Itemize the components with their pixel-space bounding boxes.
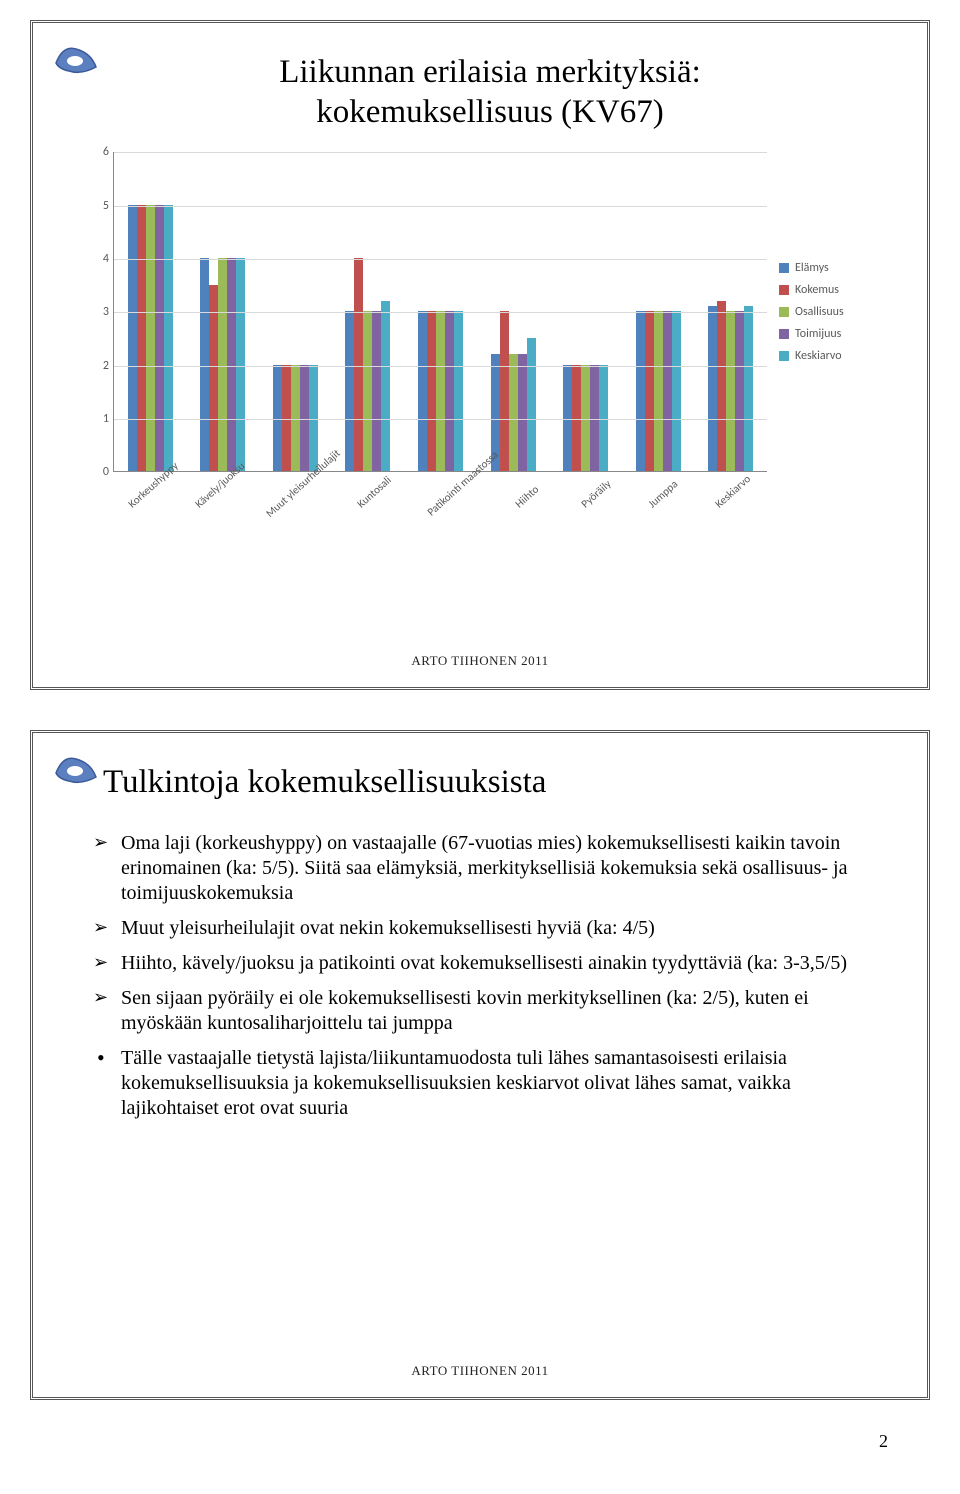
legend: Elämys Kokemus Osallisuus Toimijuus Keskiarv… (767, 152, 887, 472)
x-axis-labels: KorkeushyppyKävely/juoksuMuut yleisurhei… (113, 474, 767, 493)
bar (445, 311, 454, 471)
bar (672, 311, 681, 471)
legend-swatch (779, 307, 789, 317)
legend-item: Osallisuus (779, 305, 887, 319)
legend-label: Osallisuus (795, 305, 844, 319)
bar (354, 258, 363, 471)
y-tick: 4 (103, 252, 109, 266)
bar (164, 205, 173, 472)
bullet-list: Oma laji (korkeushyppy) on vastaajalle (… (93, 831, 887, 1121)
bar (708, 306, 717, 471)
gridline (114, 312, 767, 313)
legend-item: Toimijuus (779, 327, 887, 341)
bar (454, 311, 463, 471)
y-axis: 0123456 (93, 152, 113, 472)
bar (735, 311, 744, 471)
bar (137, 205, 146, 472)
gridline (114, 206, 767, 207)
bar (200, 258, 209, 471)
bar (509, 354, 518, 471)
gridline (114, 259, 767, 260)
legend-label: Toimijuus (795, 327, 841, 341)
bar (518, 354, 527, 471)
y-tick: 1 (103, 412, 109, 426)
legend-swatch (779, 285, 789, 295)
bar (146, 205, 155, 472)
bar (636, 311, 645, 471)
bar (744, 306, 753, 471)
gridline (114, 366, 767, 367)
legend-swatch (779, 329, 789, 339)
bar (418, 311, 427, 471)
bar (645, 311, 654, 471)
title-line-2: kokemuksellisuus (KV67) (316, 94, 663, 130)
bar (363, 311, 372, 471)
bullet-item: Hiihto, kävely/juoksu ja patikointi ovat… (93, 951, 887, 976)
legend-label: Keskiarvo (795, 349, 842, 363)
gridline (114, 152, 767, 153)
legend-swatch (779, 263, 789, 273)
slide-1-footer: ARTO TIIHONEN 2011 (33, 653, 927, 669)
bar (500, 311, 509, 471)
bullet-item: Oma laji (korkeushyppy) on vastaajalle (… (93, 831, 887, 906)
legend-swatch (779, 351, 789, 361)
page-number: 2 (879, 1431, 888, 1452)
bar (345, 311, 354, 471)
bullet-item: Muut yleisurheilulajit ovat nekin kokemu… (93, 916, 887, 941)
bar (726, 311, 735, 471)
y-tick: 3 (103, 305, 109, 319)
bar (155, 205, 164, 472)
bar (654, 311, 663, 471)
legend-label: Kokemus (795, 283, 839, 297)
bar (717, 301, 726, 472)
bar (236, 258, 245, 471)
y-tick: 6 (103, 145, 109, 159)
y-tick: 5 (103, 199, 109, 213)
bar (381, 301, 390, 472)
bar (427, 311, 436, 471)
bar (663, 311, 672, 471)
slide-2: Tulkintoja kokemuksellisuuksista Oma laj… (30, 730, 930, 1400)
title-line-1: Liikunnan erilaisia merkityksiä: (279, 54, 701, 90)
bullet-item: Tälle vastaajalle tietystä lajista/liiku… (93, 1046, 887, 1121)
legend-label: Elämys (795, 261, 829, 275)
slide-1: Liikunnan erilaisia merkityksiä: kokemuk… (30, 20, 930, 690)
slide-1-title: Liikunnan erilaisia merkityksiä: kokemuk… (93, 53, 887, 132)
bar (218, 258, 227, 471)
legend-item: Kokemus (779, 283, 887, 297)
y-tick: 0 (103, 465, 109, 479)
bar (227, 258, 236, 471)
slide-2-title: Tulkintoja kokemuksellisuuksista (103, 763, 887, 803)
chart: 0123456 ElämysKokemusOsallisuusToimijuus… (93, 152, 887, 572)
bar (436, 311, 445, 471)
legend-item: Keskiarvo (779, 349, 887, 363)
bar (527, 338, 536, 471)
logo-icon (51, 41, 101, 79)
bar (372, 311, 381, 471)
y-tick: 2 (103, 359, 109, 373)
gridline (114, 419, 767, 420)
plot-area (113, 152, 767, 472)
slide-2-footer: ARTO TIIHONEN 2011 (33, 1363, 927, 1379)
legend-item: Elämys (779, 261, 887, 275)
bar (128, 205, 137, 472)
bullet-item: Sen sijaan pyöräily ei ole kokemuksellis… (93, 986, 887, 1036)
logo-icon (51, 751, 101, 789)
